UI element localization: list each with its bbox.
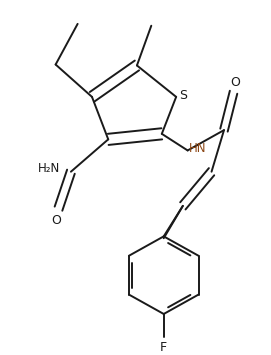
Text: O: O [51, 214, 61, 226]
Text: O: O [230, 76, 240, 89]
Text: S: S [179, 89, 187, 102]
Text: HN: HN [189, 142, 207, 155]
Text: F: F [160, 341, 167, 354]
Text: H₂N: H₂N [38, 162, 60, 175]
